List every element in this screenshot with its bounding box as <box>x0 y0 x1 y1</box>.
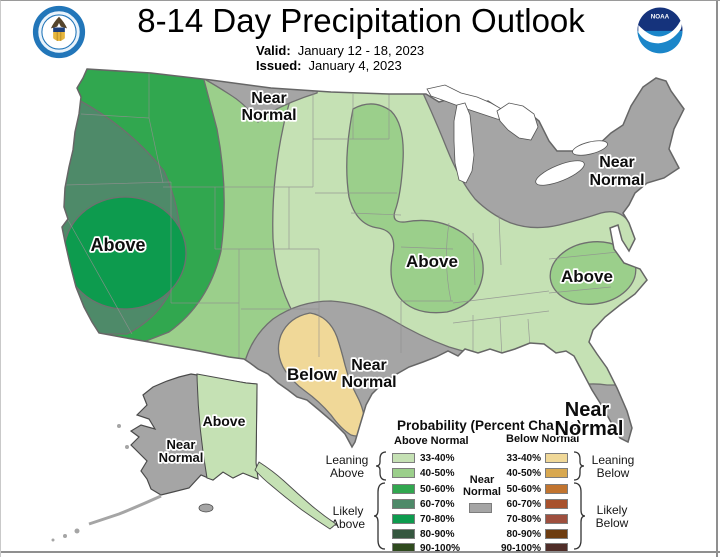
conus-outline <box>61 68 685 449</box>
legend-below-header: Below Normal <box>506 433 580 445</box>
region-above-40-50-west <box>62 69 334 384</box>
legend-range-label: 33-40% <box>506 453 541 464</box>
region-above-50-60-west <box>62 69 225 344</box>
validity-block: Valid: January 12 - 18, 2023 Issued: Janua… <box>256 43 424 73</box>
map-label-above-carolinas: Above <box>561 267 613 286</box>
commerce-seal-icon <box>32 5 86 59</box>
legend-swatch-above-70-80 <box>392 514 415 524</box>
legend-near-normal-label: Normal <box>463 486 501 498</box>
legend-swatch-above-80-90 <box>392 529 415 539</box>
map-label-above-midwest: Above <box>406 252 458 271</box>
legend-range-label: 80-90% <box>420 529 455 540</box>
legend-group-leaning-above: Leaning Above <box>325 453 369 480</box>
legend-above-header: Above Normal <box>394 435 469 447</box>
region-above-70-80-california <box>63 196 187 310</box>
legend-swatch-above-50-60 <box>392 484 415 494</box>
legend-near-normal-label: Near <box>469 474 495 486</box>
aleutian-island <box>51 538 55 542</box>
lake-superior <box>426 84 514 122</box>
region-above-60-70-west <box>62 98 182 335</box>
noaa-logo: NOAA <box>635 5 685 60</box>
brace-likely-below-icon <box>573 482 586 550</box>
legend-range-label: 40-50% <box>420 468 455 479</box>
frame-edge <box>1 551 720 553</box>
map-label-near-normal-north: Normal <box>241 107 296 124</box>
legend-range-label: 50-60% <box>506 484 541 495</box>
map-label-near-normal-northeast: Near <box>599 154 635 171</box>
legend-range-label: 90-100% <box>420 543 461 554</box>
legend-swatch-below-40-50 <box>545 468 568 478</box>
frame-edge <box>716 1 718 557</box>
valid-line: Valid: January 12 - 18, 2023 <box>256 43 424 58</box>
lake-huron <box>496 102 539 141</box>
legend-range-label: 80-90% <box>506 529 541 540</box>
great-lakes <box>426 84 608 186</box>
legend-swatch-above-40-50 <box>392 468 415 478</box>
noaa-icon: NOAA <box>637 7 683 54</box>
issued-value: January 4, 2023 <box>308 58 402 73</box>
legend-swatch-above-33-40 <box>392 453 415 463</box>
legend-range-label: 40-50% <box>506 468 541 479</box>
aleutian-island <box>63 534 67 538</box>
map-label-below-texas: Below <box>287 365 338 384</box>
lake-michigan <box>453 102 475 184</box>
region-near-normal-northeast <box>421 69 684 234</box>
legend-range-label: 90-100% <box>500 543 541 554</box>
map-label-above-west: Above <box>90 235 145 255</box>
bering-island <box>117 424 121 428</box>
map-label-near-normal-alaska: Near <box>167 437 196 452</box>
legend-swatch-above-60-70 <box>392 499 415 509</box>
valid-value: January 12 - 18, 2023 <box>297 43 425 58</box>
legend-range-label: 33-40% <box>420 453 455 464</box>
alaska-near-normal-west <box>129 373 259 496</box>
bering-island <box>125 445 129 449</box>
valid-label: Valid: <box>256 43 291 58</box>
aleutian-chain <box>88 494 162 526</box>
legend-swatch-below-50-60 <box>545 484 568 494</box>
legend: Probability (Percent Chance) Above Norma… <box>291 411 720 557</box>
region-above-40-50-carolinas <box>549 241 637 305</box>
issued-line: Issued: January 4, 2023 <box>256 58 424 73</box>
noaa-logo-text: NOAA <box>651 13 670 20</box>
map-label-above-alaska: Above <box>203 413 246 429</box>
map-label-near-normal-texas: Near <box>351 357 387 374</box>
map-label-near-normal-alaska: Normal <box>159 450 204 465</box>
legend-group-leaning-below: Leaning Below <box>591 453 635 480</box>
map-label-near-normal-texas: Normal <box>341 374 396 391</box>
commerce-seal-logo <box>32 5 86 64</box>
legend-range-label: 70-80% <box>420 514 455 525</box>
legend-range-label: 50-60% <box>420 484 455 495</box>
brace-leaning-above-icon <box>375 451 387 481</box>
legend-range-label: 60-70% <box>420 499 455 510</box>
brace-leaning-below-icon <box>573 451 585 481</box>
brace-likely-above-icon <box>373 482 386 550</box>
map-label-near-normal-north: Near <box>251 90 287 107</box>
kodiak-island <box>198 503 214 513</box>
lake-ontario <box>572 140 608 156</box>
alaska-above-east <box>196 373 259 481</box>
legend-swatch-below-60-70 <box>545 499 568 509</box>
legend-range-label: 70-80% <box>506 514 541 525</box>
state-borders <box>64 71 629 362</box>
legend-group-likely-below: Likely Below <box>595 503 629 530</box>
legend-swatch-below-80-90 <box>545 529 568 539</box>
legend-title: Probability (Percent Chance) <box>397 418 582 433</box>
legend-group-likely-above: Likely Above <box>330 504 366 531</box>
page-title: 8-14 Day Precipitation Outlook <box>137 2 585 39</box>
issued-label: Issued: <box>256 58 302 73</box>
legend-swatch-near-normal <box>469 503 492 513</box>
aleutian-island <box>74 528 80 534</box>
legend-swatch-below-33-40 <box>545 453 568 463</box>
region-above-40-50-midwest <box>346 103 484 314</box>
legend-range-label: 60-70% <box>506 499 541 510</box>
lake-erie <box>535 160 585 186</box>
legend-swatch-below-70-80 <box>545 514 568 524</box>
map-label-near-normal-northeast: Normal <box>589 172 644 189</box>
